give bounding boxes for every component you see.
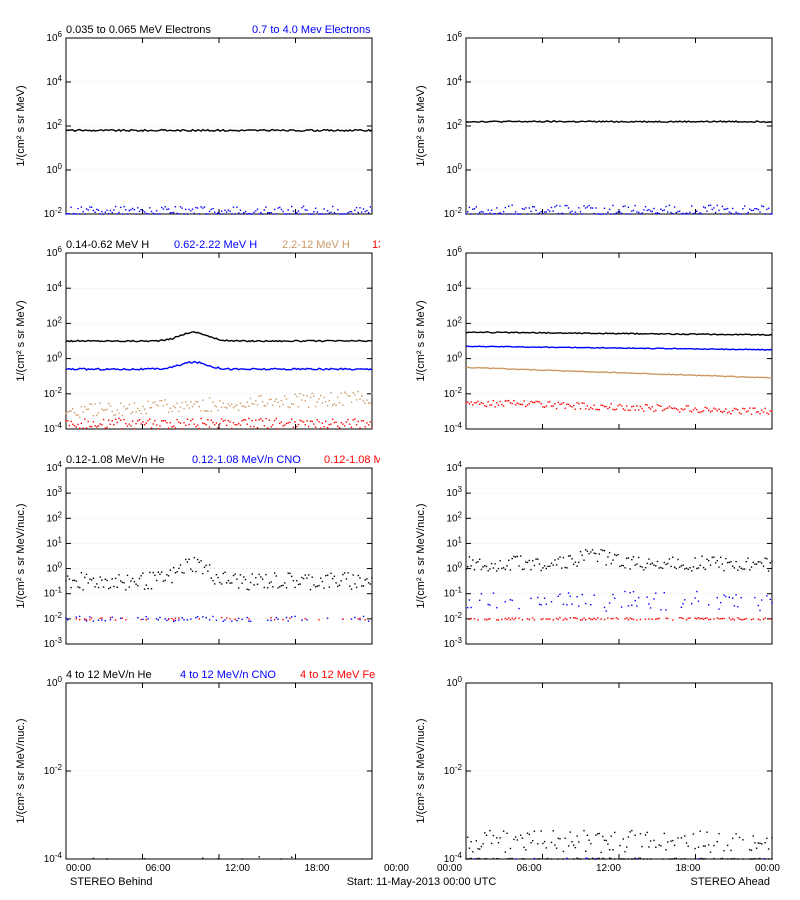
svg-text:10-4: 10-4 [44, 421, 63, 435]
svg-text:1/(cm² s sr MeV/nuc.): 1/(cm² s sr MeV/nuc.) [15, 503, 27, 608]
panel-row1-right: 10-4 10-2 100 102 104 106 1/(cm² s sr MeV) [410, 235, 790, 435]
svg-text:10-2: 10-2 [444, 763, 463, 777]
svg-text:106: 106 [46, 245, 62, 259]
svg-text:0.12-1.08 MeV/n CNO: 0.12-1.08 MeV/n CNO [192, 454, 301, 466]
svg-text:1/(cm² s sr MeV/nuc.): 1/(cm² s sr MeV/nuc.) [15, 718, 27, 823]
svg-text:10-1: 10-1 [444, 586, 463, 600]
svg-text:106: 106 [446, 245, 462, 259]
svg-text:104: 104 [446, 460, 462, 474]
svg-text:100: 100 [446, 162, 462, 176]
svg-text:10-2: 10-2 [44, 206, 63, 220]
svg-text:10-1: 10-1 [44, 586, 63, 600]
svg-text:10-2: 10-2 [44, 386, 63, 400]
svg-text:104: 104 [46, 280, 62, 294]
svg-text:1/(cm² s sr MeV): 1/(cm² s sr MeV) [415, 300, 427, 381]
svg-text:100: 100 [446, 561, 462, 575]
svg-text:102: 102 [446, 118, 462, 132]
svg-text:106: 106 [446, 30, 462, 44]
footer-left: STEREO Behind [70, 876, 153, 888]
svg-text:10-4: 10-4 [44, 851, 63, 865]
footer-center: Start: 11-May-2013 00:00 UTC [347, 876, 497, 888]
svg-text:10-2: 10-2 [444, 386, 463, 400]
svg-text:100: 100 [46, 162, 62, 176]
svg-text:4 to 12 MeV/n CNO: 4 to 12 MeV/n CNO [180, 669, 276, 681]
panel-row2-right: 10-3 10-2 10-1 100 101 102 103 104 1/(cm² s sr M… [410, 450, 790, 650]
footer-labels: STEREO Behind Start: 11-May-2013 00:00 U… [10, 876, 790, 888]
svg-text:0.7 to 4.0 Mev Electrons: 0.7 to 4.0 Mev Electrons [252, 24, 371, 36]
svg-text:10-2: 10-2 [44, 763, 63, 777]
panel-row3-left: 10-4 10-2 100 1/(cm² s sr MeV/nuc.) 4 to 12 … [10, 665, 390, 865]
svg-text:10-2: 10-2 [44, 611, 63, 625]
svg-text:0.14-0.62 MeV H: 0.14-0.62 MeV H [66, 239, 149, 251]
svg-text:0.035 to 0.065 MeV Electrons: 0.035 to 0.065 MeV Electrons [66, 24, 211, 36]
svg-text:0.12-1.08 MeV Fe: 0.12-1.08 MeV Fe [324, 454, 380, 466]
svg-text:100: 100 [46, 561, 62, 575]
svg-text:0.62-2.22 MeV H: 0.62-2.22 MeV H [174, 239, 257, 251]
svg-text:100: 100 [46, 351, 62, 365]
svg-text:1/(cm² s sr MeV): 1/(cm² s sr MeV) [15, 85, 27, 166]
svg-text:103: 103 [46, 485, 62, 499]
svg-text:1/(cm² s sr MeV/nuc.): 1/(cm² s sr MeV/nuc.) [415, 718, 427, 823]
svg-text:10-3: 10-3 [444, 636, 463, 650]
svg-text:102: 102 [46, 118, 62, 132]
svg-text:10-4: 10-4 [444, 421, 463, 435]
svg-text:10-2: 10-2 [444, 611, 463, 625]
svg-text:2.2-12 MeV H: 2.2-12 MeV H [282, 239, 350, 251]
svg-text:0.12-1.08 MeV/n He: 0.12-1.08 MeV/n He [66, 454, 164, 466]
svg-text:102: 102 [46, 510, 62, 524]
svg-text:100: 100 [46, 675, 62, 689]
svg-text:100: 100 [446, 675, 462, 689]
svg-text:102: 102 [446, 315, 462, 329]
svg-text:103: 103 [446, 485, 462, 499]
panel-row0-right: 10-2 100 102 104 106 1/(cm² s sr MeV) [410, 20, 790, 220]
svg-text:4 to 12 MeV Fe: 4 to 12 MeV Fe [300, 669, 375, 681]
footer-right: STEREO Ahead [690, 876, 770, 888]
svg-text:4 to 12 MeV/n He: 4 to 12 MeV/n He [66, 669, 152, 681]
svg-text:104: 104 [446, 74, 462, 88]
svg-text:100: 100 [446, 351, 462, 365]
svg-text:106: 106 [46, 30, 62, 44]
svg-text:102: 102 [446, 510, 462, 524]
panel-row3-right: 10-4 10-2 100 1/(cm² s sr MeV/nuc.) [410, 665, 790, 865]
svg-text:1/(cm² s sr MeV): 1/(cm² s sr MeV) [415, 85, 427, 166]
svg-text:1/(cm² s sr MeV): 1/(cm² s sr MeV) [15, 300, 27, 381]
chart-grid: 10-2 100 102 104 106 1/(cm² s sr MeV) 0.035 to… [10, 20, 790, 865]
panel-row0-left: 10-2 100 102 104 106 1/(cm² s sr MeV) 0.035 to… [10, 20, 390, 220]
svg-text:102: 102 [46, 315, 62, 329]
svg-text:104: 104 [446, 280, 462, 294]
svg-text:13-100 MeV H: 13-100 MeV H [372, 239, 380, 251]
svg-text:101: 101 [446, 535, 462, 549]
svg-text:104: 104 [46, 74, 62, 88]
svg-text:1/(cm² s sr MeV/nuc.): 1/(cm² s sr MeV/nuc.) [415, 503, 427, 608]
svg-text:10-4: 10-4 [444, 851, 463, 865]
svg-text:10-3: 10-3 [44, 636, 63, 650]
panel-row2-left: 10-3 10-2 10-1 100 101 102 103 104 1/(cm² s sr M… [10, 450, 390, 650]
svg-text:104: 104 [46, 460, 62, 474]
svg-text:10-2: 10-2 [444, 206, 463, 220]
panel-row1-left: 10-4 10-2 100 102 104 106 1/(cm² s sr MeV) 0.14… [10, 235, 390, 435]
svg-text:101: 101 [46, 535, 62, 549]
